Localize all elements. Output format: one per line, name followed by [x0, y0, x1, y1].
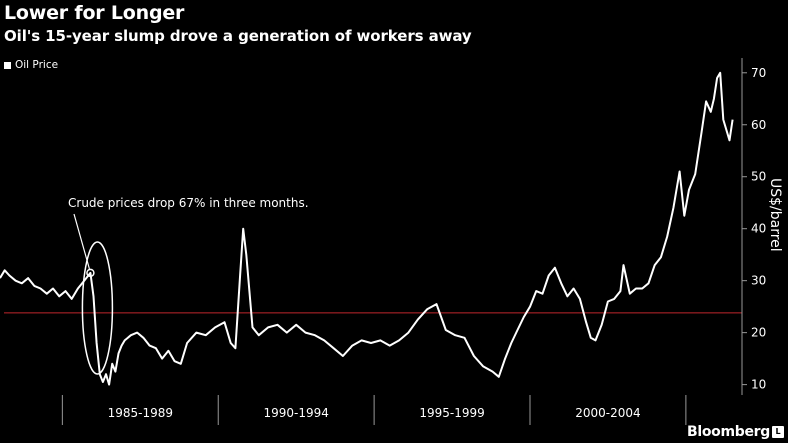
legend: Oil Price: [4, 59, 58, 71]
brand-badge: L: [772, 426, 784, 438]
bloomberg-logo: Bloomberg L: [687, 424, 784, 440]
legend-label: Oil Price: [15, 59, 59, 71]
x-tick-label: 2000-2004: [575, 406, 640, 420]
x-tick-label: 1985-1989: [108, 406, 173, 420]
annotation-leader: [73, 213, 90, 270]
y-axis-label: US$/barrel: [767, 178, 783, 252]
y-tick-label: 60: [751, 118, 766, 132]
y-tick-label: 30: [751, 274, 766, 288]
legend-swatch: [4, 61, 11, 69]
y-tick-label: 20: [751, 326, 766, 340]
annotation-text: Crude prices drop 67% in three months.: [68, 196, 309, 210]
y-tick-label: 40: [751, 222, 766, 236]
oil-price-line: [0, 71, 734, 386]
y-tick-label: 70: [751, 66, 766, 80]
chart-title: Lower for Longer: [4, 2, 185, 24]
annotation-marker: [86, 268, 95, 278]
x-tick-label: 1995-1999: [419, 406, 484, 420]
annotation-ellipse: [81, 241, 114, 375]
x-tick-label: 1990-1994: [263, 406, 328, 420]
y-tick-label: 50: [751, 170, 766, 184]
y-tick-label: 10: [751, 378, 766, 392]
brand-name: Bloomberg: [686, 424, 770, 440]
chart-subtitle: Oil's 15-year slump drove a generation o…: [4, 27, 472, 45]
